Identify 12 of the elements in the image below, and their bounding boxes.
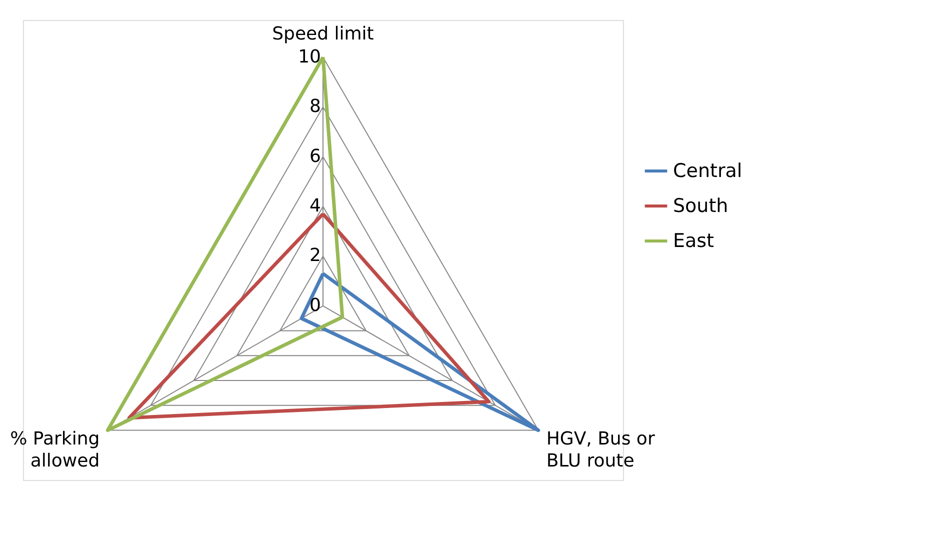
y-tick-label: 2 <box>310 245 321 266</box>
y-tick-label: 4 <box>310 195 321 216</box>
y-tick-label: 10 <box>298 46 321 68</box>
legend-label: South <box>673 195 728 217</box>
y-tick-label: 6 <box>310 146 321 167</box>
spoke-label: HGV, Bus or BLU route <box>546 428 656 472</box>
legend-label: East <box>673 230 714 252</box>
y-tick-label: 8 <box>310 96 321 118</box>
legend-label: Central <box>673 160 742 182</box>
spoke-label: Speed limit <box>272 23 374 44</box>
y-tick-label: 0 <box>310 294 321 316</box>
spoke-label: % Parking allowed <box>10 428 100 472</box>
